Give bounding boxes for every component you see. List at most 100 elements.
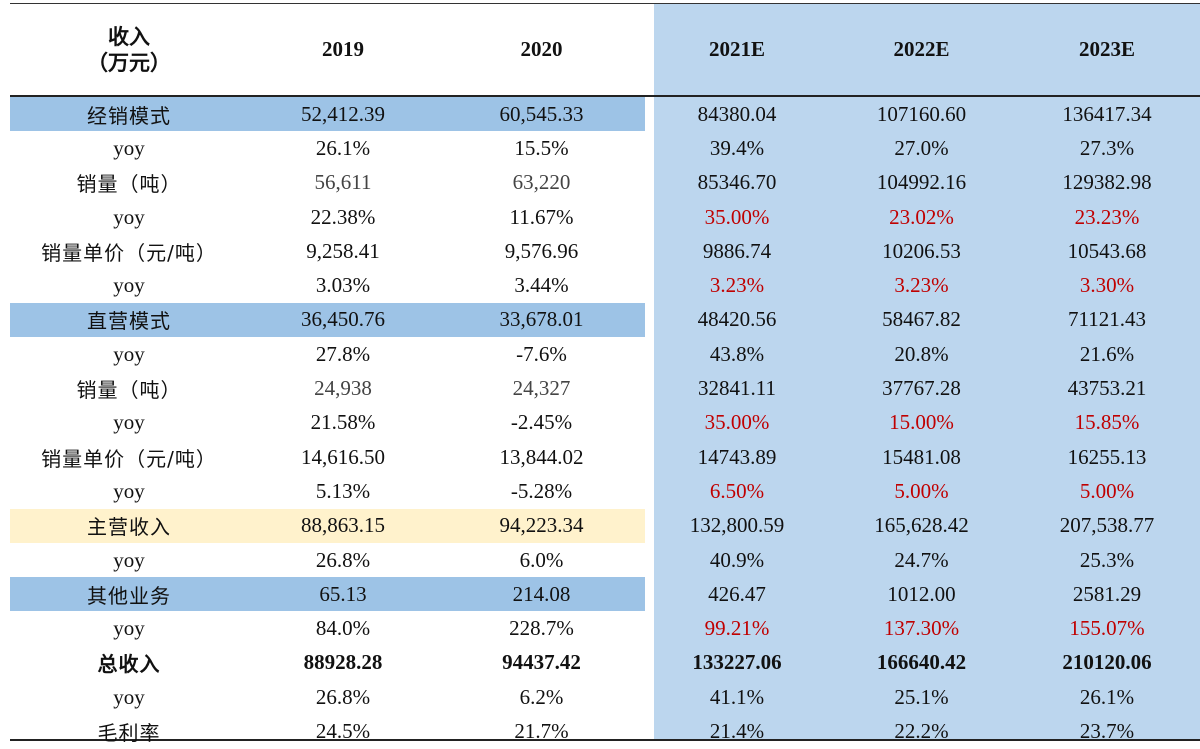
actual-value-cell: 5.13% (315, 478, 371, 503)
table-row: yoy 22.38% 11.67% 35.00% 23.02% 23.23% (10, 200, 1200, 234)
actual-value-cell: 9,576.96 (504, 238, 579, 263)
forecast-value-cell: 26.1% (1079, 684, 1135, 709)
row-label: 毛利率 (97, 720, 161, 745)
row-label: 销量（吨） (76, 378, 182, 403)
forecast-value-cell: 5.00% (894, 478, 949, 503)
table-bottom-rule (10, 739, 1200, 741)
forecast-value-cell: 23.7% (1079, 718, 1135, 743)
row-label: yoy (113, 204, 145, 229)
actual-value-cell: -2.45% (510, 410, 573, 435)
forecast-value-cell: 25.1% (894, 684, 949, 709)
table-row: yoy 84.0% 228.7% 99.21% 137.30% 155.07% (10, 611, 1200, 645)
row-label: 其他业务 (10, 577, 248, 612)
actual-value-cell: 33,678.01 (438, 302, 645, 338)
actual-value-cell: 24,938 (314, 376, 372, 401)
actual-value-cell: 3.44% (514, 273, 569, 298)
row-label: 总收入 (97, 652, 161, 677)
corner-header-line1: 收入 (108, 24, 150, 49)
forecast-value-cell: 20.8% (894, 341, 949, 366)
row-label: 销量单价（元/吨） (41, 240, 217, 265)
forecast-value-cell: 15.00% (889, 410, 954, 435)
actual-value-cell: 52,412.39 (248, 97, 438, 132)
forecast-value-cell: 37767.28 (882, 376, 961, 401)
forecast-columns-background (654, 4, 1200, 740)
table-row: 销量（吨） 24,938 24,327 32841.11 37767.28 43753.2… (10, 371, 1200, 405)
table-row: yoy 26.8% 6.0% 40.9% 24.7% 25.3% (10, 543, 1200, 577)
forecast-value-cell: 27.0% (894, 135, 949, 160)
row-label: 直营模式 (10, 302, 248, 338)
year-header-2021e: 2021E (708, 37, 765, 61)
actual-value-cell: 24.5% (315, 718, 371, 743)
forecast-value-cell: 10206.53 (882, 238, 961, 263)
row-label: yoy (113, 616, 145, 641)
forecast-value-cell: 23.23% (1074, 204, 1140, 229)
forecast-value-cell: 426.47 (708, 581, 766, 606)
forecast-value-cell: 40.9% (709, 547, 765, 572)
actual-value-cell: 3.03% (315, 273, 371, 298)
table-row: yoy 26.1% 15.5% 39.4% 27.0% 27.3% (10, 131, 1200, 165)
forecast-value-cell: 35.00% (704, 204, 770, 229)
forecast-value-cell: 165,628.42 (874, 513, 969, 538)
year-header-2022e: 2022E (893, 37, 950, 61)
table-row: 直营模式 36,450.76 33,678.01 48420.56 58467.82 71… (10, 302, 1200, 338)
actual-value-cell: -7.6% (516, 341, 567, 366)
forecast-value-cell: 32841.11 (698, 376, 776, 401)
year-header-2019: 2019 (322, 37, 364, 61)
row-label: 主营收入 (10, 508, 248, 543)
corner-header-line2: （万元） (87, 50, 171, 75)
table-header-rule (10, 95, 1200, 97)
actual-value-cell: 26.8% (315, 547, 371, 572)
actual-value-cell: 63,220 (512, 170, 571, 195)
actual-value-cell: 56,611 (314, 170, 372, 195)
forecast-value-cell: 21.6% (1079, 341, 1135, 366)
table-row: yoy 27.8% -7.6% 43.8% 20.8% 21.6% (10, 337, 1200, 371)
forecast-value-cell: 25.3% (1079, 547, 1135, 572)
table-row: 销量单价（元/吨） 9,258.41 9,576.96 9886.74 10206.53… (10, 234, 1200, 268)
table-body: 经销模式 52,412.39 60,545.33 84380.04 107160.60 1… (10, 97, 1200, 749)
forecast-value-cell: 84380.04 (697, 101, 777, 126)
table-row: yoy 21.58% -2.45% 35.00% 15.00% 15.85% (10, 406, 1200, 440)
actual-value-cell: 22.38% (310, 204, 376, 229)
table-top-rule (10, 3, 1200, 4)
row-label: yoy (113, 341, 145, 366)
forecast-value-cell: 41.1% (709, 684, 765, 709)
forecast-value-cell: 3.23% (894, 273, 949, 298)
table-row: 其他业务 65.13 214.08 426.47 1012.00 2581.29 (10, 577, 1200, 612)
row-label: yoy (113, 273, 145, 298)
actual-value-cell: 27.8% (315, 341, 371, 366)
table-row: yoy 3.03% 3.44% 3.23% 3.23% 3.30% (10, 268, 1200, 302)
actual-value-cell: 36,450.76 (248, 302, 438, 338)
actual-value-cell: 21.58% (310, 410, 376, 435)
forecast-value-cell: 132,800.59 (689, 513, 785, 538)
actual-value-cell: 94437.42 (502, 650, 581, 675)
forecast-value-cell: 71121.43 (1068, 307, 1146, 332)
actual-value-cell: 11.67% (509, 204, 574, 229)
forecast-value-cell: 23.02% (889, 204, 954, 229)
forecast-value-cell: 136417.34 (1062, 101, 1152, 126)
actual-value-cell: 84.0% (315, 616, 371, 641)
actual-value-cell: 26.1% (315, 135, 371, 160)
forecast-value-cell: 9886.74 (702, 238, 772, 263)
actual-value-cell: 60,545.33 (438, 97, 645, 132)
year-header-2023e: 2023E (1078, 37, 1135, 61)
forecast-value-cell: 155.07% (1069, 616, 1145, 641)
actual-value-cell: 6.2% (519, 684, 564, 709)
forecast-value-cell: 58467.82 (882, 307, 961, 332)
forecast-value-cell: 129382.98 (1062, 170, 1152, 195)
forecast-value-cell: 27.3% (1079, 135, 1135, 160)
forecast-value-cell: 35.00% (704, 410, 770, 435)
forecast-value-cell: 99.21% (704, 616, 770, 641)
table-row: 经销模式 52,412.39 60,545.33 84380.04 107160.60 1… (10, 97, 1200, 132)
row-label: yoy (113, 135, 145, 160)
table-row: 主营收入 88,863.15 94,223.34 132,800.59 165,628.… (10, 508, 1200, 543)
forecast-value-cell: 21.4% (709, 718, 765, 743)
actual-value-cell: 21.7% (514, 718, 569, 743)
table-row: 总收入 88928.28 94437.42 133227.06 166640.42 210… (10, 646, 1200, 680)
actual-value-cell: 65.13 (248, 577, 438, 612)
forecast-value-cell: 43.8% (709, 341, 765, 366)
forecast-value-cell: 39.4% (709, 135, 765, 160)
forecast-value-cell: 16255.13 (1067, 444, 1147, 469)
forecast-value-cell: 22.2% (894, 718, 949, 743)
forecast-value-cell: 43753.21 (1067, 376, 1147, 401)
actual-value-cell: 15.5% (514, 135, 569, 160)
